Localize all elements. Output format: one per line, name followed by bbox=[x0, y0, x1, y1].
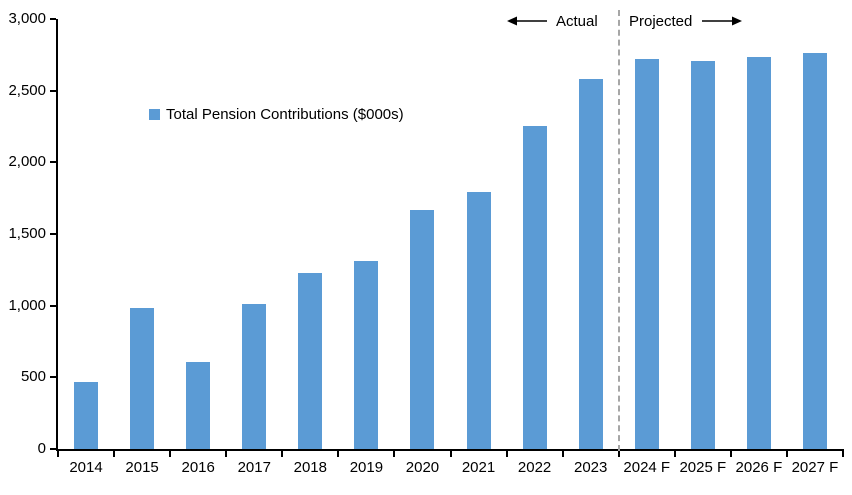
x-axis-tick-mark bbox=[729, 451, 732, 457]
x-axis-tick-mark bbox=[673, 451, 676, 457]
y-axis-tick-mark bbox=[50, 448, 56, 450]
legend-marker-icon bbox=[149, 109, 160, 120]
x-axis-tick-mark bbox=[169, 451, 172, 457]
x-axis-tick-label: 2014 bbox=[69, 459, 103, 476]
y-axis-tick-label: 2,500 bbox=[8, 81, 46, 99]
x-axis-tick-label: 2017 bbox=[237, 459, 271, 476]
bar-2018 bbox=[298, 273, 323, 449]
x-axis-tick-mark bbox=[449, 451, 452, 457]
legend: Total Pension Contributions ($000s) bbox=[149, 105, 404, 124]
actual-label: Actual bbox=[556, 13, 598, 30]
bar-2025-f bbox=[690, 61, 715, 449]
x-axis-tick-mark bbox=[393, 451, 396, 457]
bar-2016 bbox=[186, 362, 211, 449]
x-axis-tick-label: 2023 bbox=[573, 459, 608, 476]
x-axis-tick-label: 2022 bbox=[517, 459, 552, 476]
x-axis-tick-label: 2024 F bbox=[623, 459, 671, 476]
x-axis-tick-mark bbox=[113, 451, 116, 457]
x-axis-tick-mark bbox=[505, 451, 508, 457]
x-axis-tick-label: 2018 bbox=[293, 459, 327, 476]
bar-2027-f bbox=[802, 53, 827, 449]
y-axis-tick-label: 500 bbox=[20, 368, 46, 386]
x-axis-tick-label: 2026 F bbox=[735, 459, 783, 476]
x-axis-tick-label: 2016 bbox=[181, 459, 215, 476]
y-axis-tick-mark bbox=[50, 304, 56, 307]
y-axis-tick-label: 2,000 bbox=[8, 153, 46, 171]
x-axis-tick-mark bbox=[225, 451, 228, 457]
y-axis-tick-label: 1,000 bbox=[8, 296, 46, 314]
x-axis-tick-label: 2020 bbox=[405, 459, 440, 476]
projected-arrow-right-icon bbox=[702, 16, 742, 26]
bar-2026-f bbox=[746, 57, 771, 449]
x-axis-tick-label: 2015 bbox=[125, 459, 159, 476]
bar-2022 bbox=[522, 126, 547, 449]
y-axis-tick-label: 1,500 bbox=[8, 225, 46, 242]
bar-2014 bbox=[74, 382, 99, 449]
x-axis-tick-label: 2025 F bbox=[679, 459, 727, 476]
y-axis-tick-mark bbox=[50, 161, 56, 164]
y-axis-tick-mark bbox=[50, 376, 56, 379]
y-axis-tick-label: 0 bbox=[37, 440, 46, 457]
y-axis-line bbox=[56, 19, 58, 451]
bar-2021 bbox=[466, 192, 491, 449]
x-axis-tick-mark bbox=[337, 451, 340, 457]
bar-2023 bbox=[578, 79, 603, 449]
legend-label: Total Pension Contributions ($000s) bbox=[166, 106, 404, 123]
x-axis-tick-mark bbox=[842, 451, 844, 457]
y-axis-tick-label: 3,000 bbox=[8, 10, 46, 27]
bar-2020 bbox=[410, 210, 435, 449]
y-axis-tick-mark bbox=[50, 18, 56, 20]
x-axis-tick-mark bbox=[281, 451, 284, 457]
bar-2019 bbox=[354, 261, 379, 449]
x-axis-tick-mark bbox=[617, 451, 620, 457]
actual-arrow-left-icon bbox=[507, 16, 547, 26]
x-axis-tick-mark bbox=[57, 451, 59, 457]
bar-2024-f bbox=[634, 59, 659, 449]
y-axis-tick-mark bbox=[50, 89, 56, 92]
x-axis-line bbox=[56, 449, 844, 451]
x-axis-tick-label: 2019 bbox=[349, 459, 384, 476]
x-axis-tick-mark bbox=[561, 451, 564, 457]
actual-projected-divider bbox=[617, 10, 620, 451]
projected-label: Projected bbox=[629, 13, 693, 30]
x-axis-tick-label: 2027 F bbox=[791, 459, 839, 476]
bar-2015 bbox=[130, 308, 155, 449]
x-axis-tick-label: 2021 bbox=[461, 459, 496, 476]
bar-2017 bbox=[242, 304, 267, 449]
x-axis-tick-mark bbox=[785, 451, 788, 457]
y-axis-tick-mark bbox=[50, 233, 56, 235]
